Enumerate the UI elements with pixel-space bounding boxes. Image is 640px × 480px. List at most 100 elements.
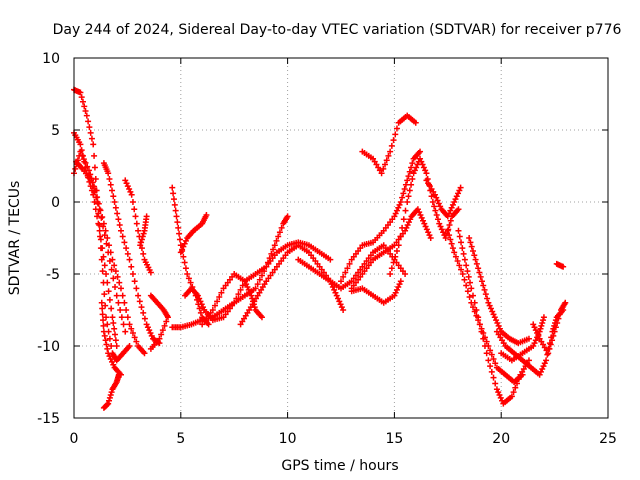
y-tick-labels: 10 5 0 -5 -10 -15 <box>37 51 60 427</box>
data-point <box>406 168 413 175</box>
data-point <box>121 239 128 246</box>
y-axis-title: SDTVAR / TECUs <box>7 181 23 296</box>
data-point <box>181 259 188 266</box>
data-point <box>100 317 107 324</box>
data-point <box>138 304 145 311</box>
data-point <box>163 318 170 325</box>
series-arc10 <box>147 292 171 352</box>
data-point <box>72 165 79 172</box>
data-point <box>418 214 425 221</box>
data-point <box>184 271 191 277</box>
data-point <box>525 335 532 342</box>
data-point <box>96 227 103 234</box>
data-point <box>455 227 462 234</box>
data-point <box>346 260 353 267</box>
data-point <box>470 292 477 299</box>
data-point <box>158 331 165 338</box>
data-point <box>431 203 438 210</box>
data-point <box>412 119 419 126</box>
data-point <box>105 170 112 177</box>
data-point <box>159 327 166 334</box>
chart-title: Day 244 of 2024, Sidereal Day-to-day VTE… <box>53 22 622 38</box>
data-point <box>426 232 433 239</box>
data-point <box>512 384 519 391</box>
data-point <box>171 201 178 208</box>
data-point <box>471 252 478 259</box>
series-arc27 <box>493 307 567 378</box>
data-point <box>88 135 95 142</box>
data-point <box>486 302 493 309</box>
data-point <box>113 343 120 349</box>
data-point <box>554 319 561 326</box>
data-point <box>91 164 98 171</box>
data-point <box>405 219 412 226</box>
data-point <box>172 207 179 214</box>
data-point <box>476 269 483 276</box>
data-point <box>77 148 84 155</box>
data-point <box>99 311 106 318</box>
data-point <box>495 389 502 396</box>
data-point <box>109 187 116 194</box>
data-point <box>540 363 547 370</box>
data-point <box>146 327 153 334</box>
data-point <box>425 229 432 236</box>
data-point <box>539 366 546 373</box>
data-point <box>128 263 135 270</box>
data-point <box>449 245 456 252</box>
data-point <box>475 314 482 321</box>
data-point <box>98 299 105 306</box>
data-point <box>467 239 474 246</box>
data-point <box>112 204 119 211</box>
data-point <box>340 273 347 280</box>
data-point <box>409 160 416 167</box>
data-point <box>481 343 488 349</box>
data-point <box>452 253 459 260</box>
data-point <box>448 240 455 247</box>
series-arc30 <box>553 260 567 270</box>
data-point <box>131 206 138 213</box>
data-point <box>488 368 495 375</box>
series-arc21 <box>359 112 419 177</box>
data-point <box>451 249 458 256</box>
data-point <box>464 268 471 275</box>
data-point <box>100 322 107 329</box>
data-point <box>476 321 483 328</box>
data-point <box>100 220 107 227</box>
data-point <box>420 217 427 224</box>
data-point <box>278 224 285 231</box>
data-point <box>106 175 113 182</box>
data-point <box>117 307 124 313</box>
data-point <box>107 181 114 188</box>
data-point <box>276 229 283 236</box>
data-point <box>237 286 244 293</box>
data-point <box>378 170 385 177</box>
data-point <box>187 279 194 286</box>
data-point <box>138 236 145 243</box>
data-point <box>147 269 154 276</box>
data-point <box>144 324 151 331</box>
series-arc18 <box>338 148 424 285</box>
data-point <box>552 324 559 331</box>
data-point <box>487 347 494 354</box>
data-point <box>120 321 127 328</box>
data-point <box>147 330 154 337</box>
data-point <box>493 317 500 324</box>
data-point <box>404 199 411 205</box>
data-point <box>537 325 544 332</box>
data-point <box>465 273 472 280</box>
data-point <box>387 148 394 155</box>
series-arc15 <box>199 271 265 328</box>
data-point <box>104 321 111 328</box>
data-point <box>115 299 122 306</box>
data-point <box>84 163 91 170</box>
data-point <box>402 207 409 214</box>
data-point <box>470 304 477 311</box>
y-tick-label: -15 <box>37 411 60 427</box>
data-point <box>397 233 404 240</box>
data-point <box>109 314 116 321</box>
data-point <box>104 345 111 352</box>
data-point <box>404 177 411 184</box>
data-point <box>562 299 569 306</box>
data-point <box>79 152 86 159</box>
data-point <box>388 265 395 272</box>
